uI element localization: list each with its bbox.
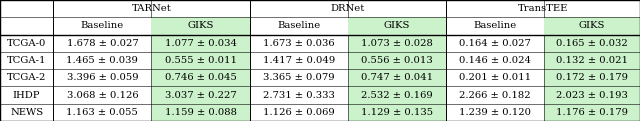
- Text: 1.129 ± 0.135: 1.129 ± 0.135: [361, 108, 433, 117]
- Text: 1.417 ± 0.049: 1.417 ± 0.049: [262, 56, 335, 65]
- Text: DRNet: DRNet: [331, 4, 365, 13]
- Text: TCGA-2: TCGA-2: [7, 73, 46, 82]
- Text: GIKS: GIKS: [579, 21, 605, 30]
- Text: NEWS: NEWS: [10, 108, 44, 117]
- Text: 1.077 ± 0.034: 1.077 ± 0.034: [164, 39, 237, 48]
- Text: 1.073 ± 0.028: 1.073 ± 0.028: [361, 39, 433, 48]
- Text: 1.465 ± 0.039: 1.465 ± 0.039: [67, 56, 138, 65]
- Text: 0.172 ± 0.179: 0.172 ± 0.179: [556, 73, 628, 82]
- Text: 3.037 ± 0.227: 3.037 ± 0.227: [164, 91, 236, 100]
- Text: 3.365 ± 0.079: 3.365 ± 0.079: [263, 73, 335, 82]
- Text: 2.266 ± 0.182: 2.266 ± 0.182: [459, 91, 531, 100]
- Bar: [348, 17, 446, 121]
- Text: Baseline: Baseline: [277, 21, 320, 30]
- Text: 0.556 ± 0.013: 0.556 ± 0.013: [361, 56, 433, 65]
- Text: 0.555 ± 0.011: 0.555 ± 0.011: [164, 56, 237, 65]
- Text: GIKS: GIKS: [188, 21, 214, 30]
- Text: 3.068 ± 0.126: 3.068 ± 0.126: [67, 91, 138, 100]
- Text: 1.176 ± 0.179: 1.176 ± 0.179: [556, 108, 628, 117]
- Text: 1.239 ± 0.120: 1.239 ± 0.120: [459, 108, 531, 117]
- Text: 0.165 ± 0.032: 0.165 ± 0.032: [556, 39, 628, 48]
- Bar: [152, 17, 250, 121]
- Text: TransTEE: TransTEE: [518, 4, 568, 13]
- Text: TCGA-1: TCGA-1: [7, 56, 47, 65]
- Text: 2.731 ± 0.333: 2.731 ± 0.333: [263, 91, 335, 100]
- Text: 0.201 ± 0.011: 0.201 ± 0.011: [459, 73, 531, 82]
- Text: 0.747 ± 0.041: 0.747 ± 0.041: [361, 73, 433, 82]
- Text: 0.146 ± 0.024: 0.146 ± 0.024: [459, 56, 531, 65]
- Text: 2.532 ± 0.169: 2.532 ± 0.169: [361, 91, 433, 100]
- Text: 1.678 ± 0.027: 1.678 ± 0.027: [67, 39, 138, 48]
- Text: 1.159 ± 0.088: 1.159 ± 0.088: [164, 108, 237, 117]
- Text: 3.396 ± 0.059: 3.396 ± 0.059: [67, 73, 138, 82]
- Text: 1.163 ± 0.055: 1.163 ± 0.055: [67, 108, 138, 117]
- Text: 0.746 ± 0.045: 0.746 ± 0.045: [164, 73, 236, 82]
- Text: TARNet: TARNet: [132, 4, 172, 13]
- Text: 1.126 ± 0.069: 1.126 ± 0.069: [263, 108, 335, 117]
- Text: Baseline: Baseline: [474, 21, 516, 30]
- Text: IHDP: IHDP: [13, 91, 40, 100]
- Text: GIKS: GIKS: [383, 21, 410, 30]
- Text: 0.132 ± 0.021: 0.132 ± 0.021: [556, 56, 628, 65]
- Text: Baseline: Baseline: [81, 21, 124, 30]
- Bar: [544, 17, 640, 121]
- Text: 0.164 ± 0.027: 0.164 ± 0.027: [459, 39, 531, 48]
- Text: 1.673 ± 0.036: 1.673 ± 0.036: [263, 39, 335, 48]
- Text: 2.023 ± 0.193: 2.023 ± 0.193: [556, 91, 628, 100]
- Text: TCGA-0: TCGA-0: [7, 39, 46, 48]
